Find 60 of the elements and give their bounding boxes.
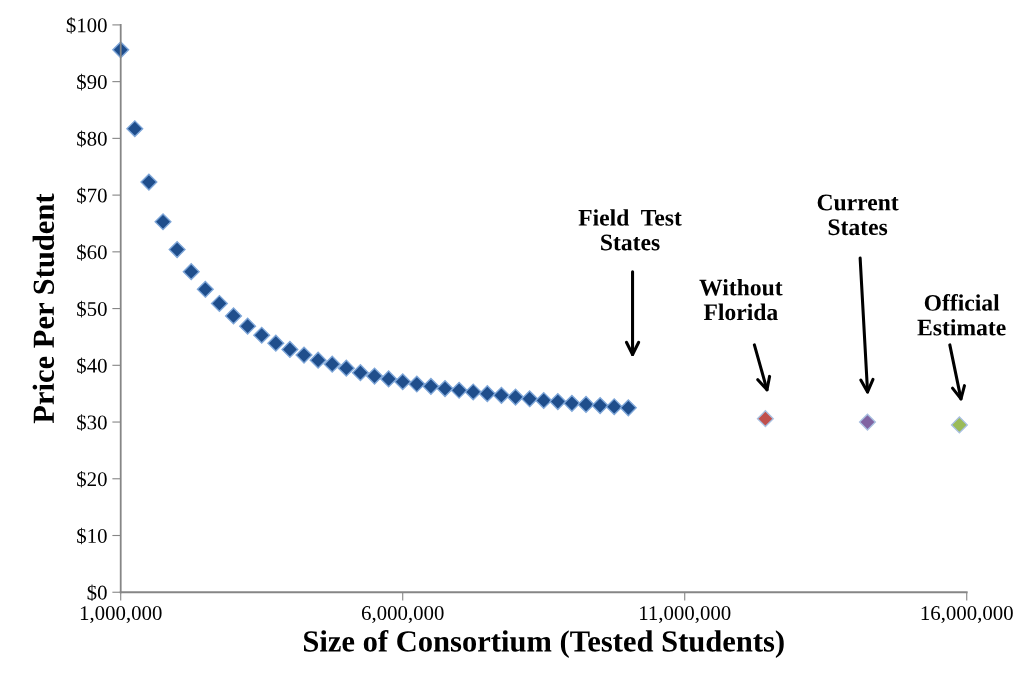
- point: [950, 416, 968, 434]
- y-tick-label: $50: [77, 300, 107, 318]
- point: [323, 355, 341, 373]
- point: [182, 263, 200, 281]
- y-tick-label: $20: [77, 470, 107, 488]
- y-tick-label: $90: [77, 73, 107, 91]
- x-axis-title: Size of Consortium (Tested Students): [304, 629, 784, 658]
- point: [563, 394, 581, 412]
- point: [281, 340, 299, 358]
- point: [506, 388, 525, 406]
- point: [756, 410, 774, 428]
- y-tick-label: $100: [66, 17, 107, 34]
- point: [140, 173, 158, 191]
- point: [239, 317, 257, 335]
- point: [858, 413, 877, 431]
- point: [521, 390, 539, 408]
- point: [196, 280, 214, 298]
- point: [309, 351, 327, 369]
- point: [126, 120, 144, 138]
- y-tick-label: $80: [77, 130, 107, 148]
- point: [365, 367, 384, 385]
- y-tick-label: $0: [87, 584, 107, 602]
- y-tick-label: $30: [77, 414, 107, 431]
- point: [210, 294, 228, 313]
- point: [605, 398, 623, 416]
- annotation: Official Estimate: [917, 294, 1006, 336]
- y-tick-label: $10: [77, 527, 107, 545]
- annotation: Without Florida: [699, 278, 783, 321]
- point: [337, 359, 355, 377]
- x-tick-label: 16,000,000: [921, 606, 1013, 624]
- point: [351, 364, 369, 382]
- point: [478, 385, 496, 403]
- point: [380, 370, 398, 388]
- point: [224, 307, 243, 325]
- point: [577, 395, 595, 414]
- point: [549, 393, 567, 411]
- point: [422, 377, 440, 395]
- point: [253, 326, 271, 344]
- annotation: Current States: [817, 194, 899, 236]
- point: [436, 380, 454, 398]
- y-tick-label: $70: [77, 187, 107, 204]
- point: [295, 346, 313, 364]
- point: [394, 373, 412, 391]
- y-tick-label: $60: [77, 243, 107, 261]
- point: [464, 383, 482, 401]
- x-tick-label: 1,000,000: [80, 606, 162, 624]
- point: [450, 381, 468, 399]
- annotation: Field Test States: [578, 209, 682, 251]
- point: [535, 391, 553, 410]
- point: [154, 213, 172, 231]
- point: [267, 334, 285, 352]
- point: [492, 386, 510, 404]
- point: [591, 397, 609, 415]
- y-tick-label: $40: [77, 357, 107, 375]
- y-axis-title: Price Per Student: [32, 193, 55, 424]
- point: [619, 399, 637, 417]
- point: [408, 375, 426, 393]
- x-tick-label: 6,000,000: [361, 606, 444, 624]
- x-tick-label: 11,000,000: [640, 606, 731, 624]
- point: [168, 241, 186, 259]
